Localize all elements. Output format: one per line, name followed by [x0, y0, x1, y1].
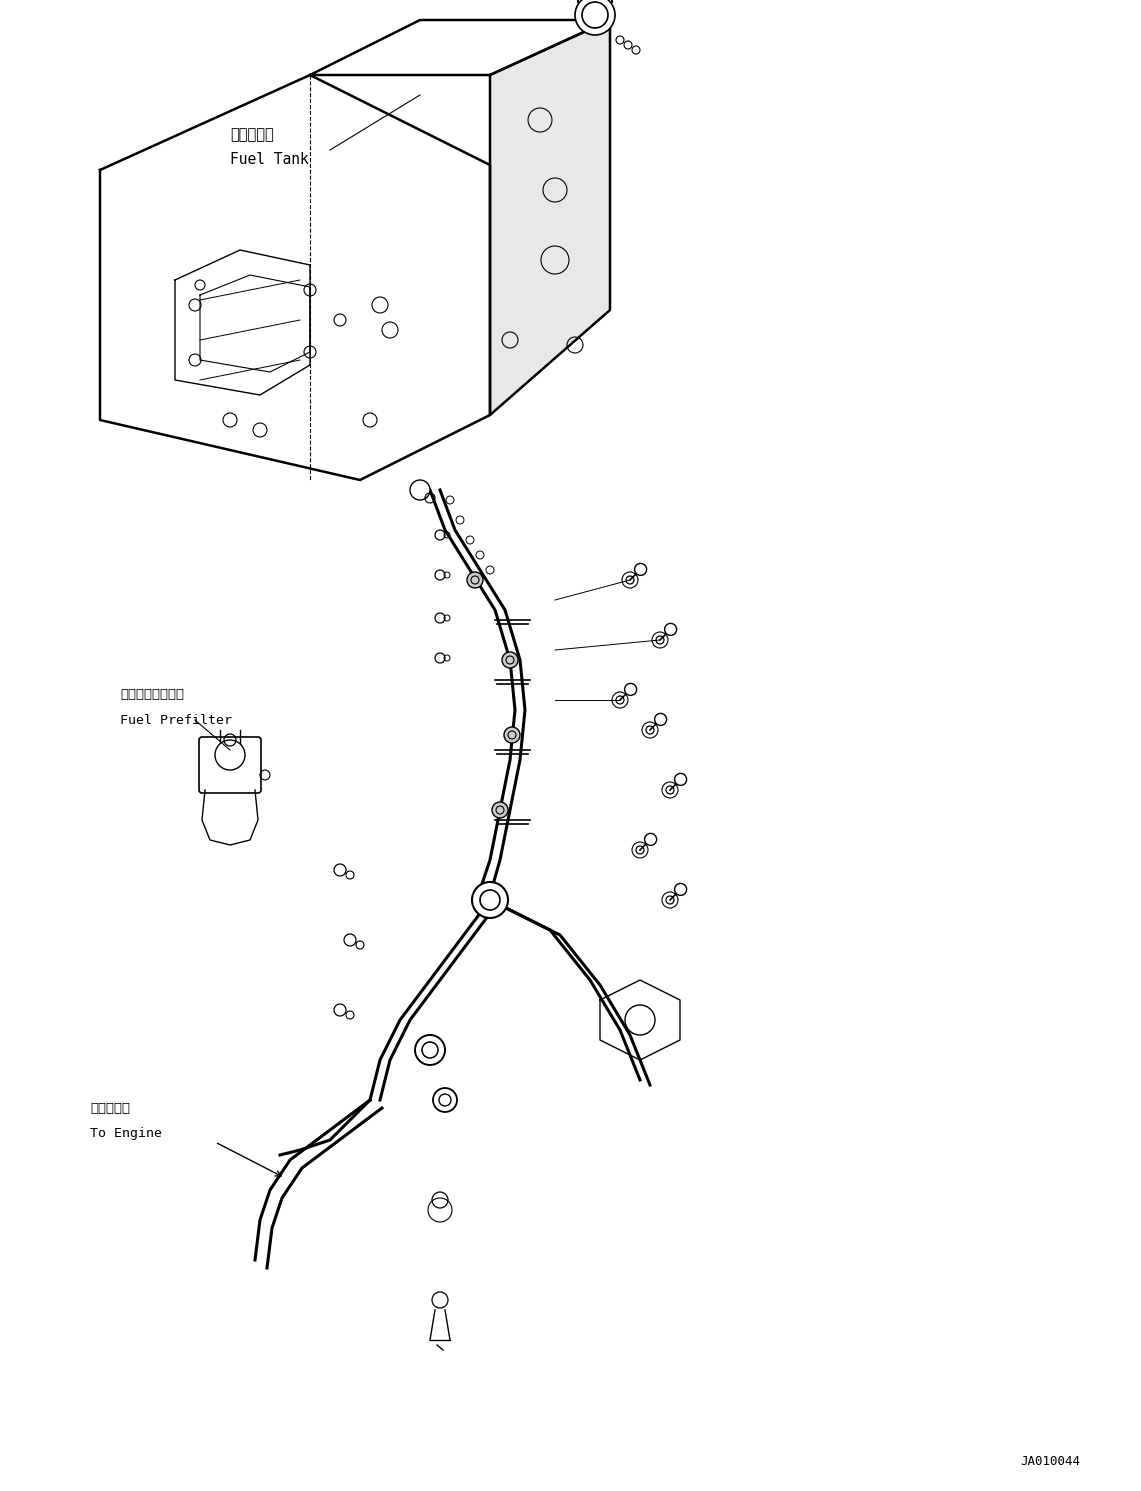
Text: 燃料タンク: 燃料タンク [230, 128, 274, 143]
Circle shape [624, 683, 637, 695]
Polygon shape [489, 19, 610, 414]
Circle shape [645, 833, 656, 845]
Circle shape [492, 802, 508, 819]
Polygon shape [100, 75, 489, 480]
Circle shape [674, 774, 687, 786]
Circle shape [664, 623, 677, 635]
Polygon shape [202, 790, 258, 845]
Circle shape [502, 652, 518, 668]
Text: Fuel Tank: Fuel Tank [230, 152, 309, 167]
Circle shape [215, 740, 245, 769]
Circle shape [415, 1035, 445, 1065]
Text: Fuel Prefilter: Fuel Prefilter [120, 714, 232, 726]
Circle shape [432, 1088, 458, 1112]
Polygon shape [310, 19, 610, 75]
Text: To Engine: To Engine [90, 1127, 162, 1139]
Circle shape [575, 0, 615, 34]
Text: 燃料プレフィルタ: 燃料プレフィルタ [120, 689, 184, 701]
FancyBboxPatch shape [199, 737, 261, 793]
Circle shape [655, 713, 666, 726]
Circle shape [410, 480, 430, 499]
Circle shape [504, 728, 520, 743]
Circle shape [634, 564, 647, 576]
Circle shape [472, 883, 508, 918]
Circle shape [467, 573, 483, 587]
Text: エンジンへ: エンジンへ [90, 1102, 130, 1114]
Circle shape [674, 883, 687, 896]
Text: JA010044: JA010044 [1020, 1455, 1081, 1469]
Circle shape [625, 1005, 655, 1035]
